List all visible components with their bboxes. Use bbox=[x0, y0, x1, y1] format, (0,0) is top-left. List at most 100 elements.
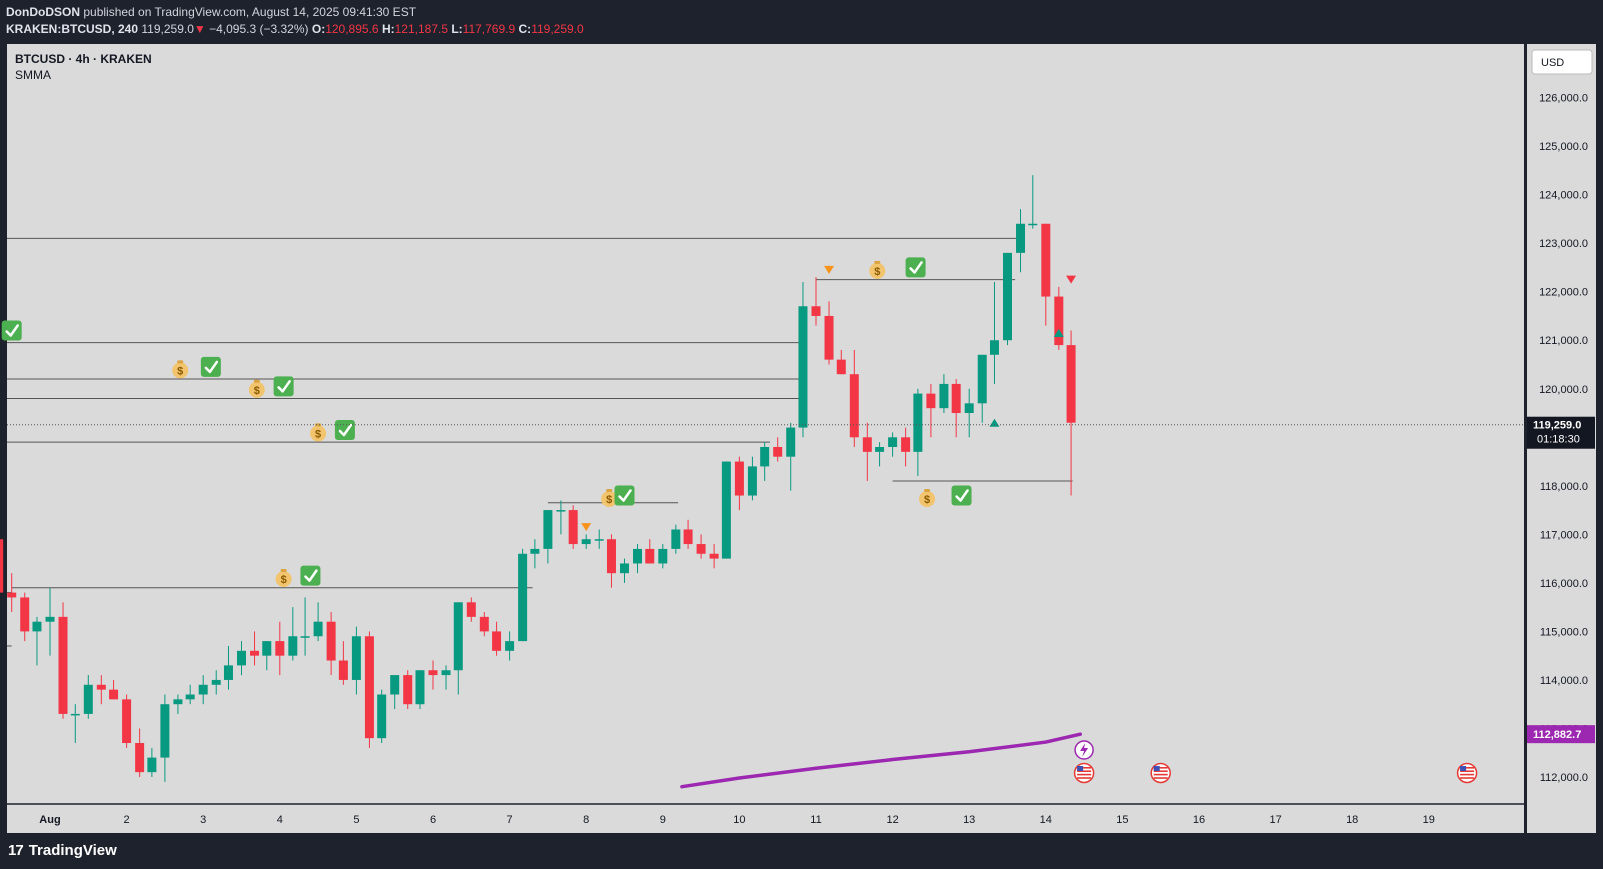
candle bbox=[83, 675, 93, 719]
candle bbox=[926, 383, 936, 438]
candle-body bbox=[556, 510, 566, 512]
candle bbox=[645, 539, 655, 564]
checkmark-box bbox=[200, 356, 221, 377]
candle bbox=[709, 544, 719, 569]
candle-body bbox=[338, 660, 348, 680]
checkmark-icon bbox=[300, 565, 321, 586]
candle-body bbox=[606, 539, 616, 574]
candle-body bbox=[250, 650, 260, 656]
legend-indicator[interactable]: SMMA bbox=[15, 68, 51, 82]
currency-button[interactable]: USD bbox=[1531, 49, 1593, 75]
candle-body bbox=[505, 641, 515, 651]
candle bbox=[147, 747, 157, 777]
candle-body bbox=[798, 306, 808, 428]
candle-body bbox=[237, 650, 246, 666]
candle bbox=[964, 388, 974, 438]
candle bbox=[288, 607, 298, 661]
candle bbox=[734, 456, 744, 511]
candle bbox=[390, 675, 400, 710]
candle bbox=[453, 602, 463, 695]
candle-body bbox=[223, 665, 233, 680]
money-bag-icon: $ bbox=[601, 488, 618, 507]
candle bbox=[594, 529, 604, 549]
time-tick-label: 15 bbox=[1116, 814, 1128, 826]
chart-area[interactable]: $$$$$$$$ 112,000.0113,000.0114,000.0115,… bbox=[0, 44, 1603, 833]
candle-body bbox=[683, 529, 693, 545]
candle bbox=[441, 665, 451, 690]
candle-body bbox=[594, 539, 604, 541]
price-tick-label: 116,000.0 bbox=[1540, 578, 1588, 590]
price-tag-bg bbox=[1527, 416, 1595, 449]
candle-body bbox=[518, 553, 528, 642]
candle bbox=[1041, 223, 1051, 326]
candle bbox=[875, 442, 885, 467]
candle-body bbox=[888, 437, 898, 447]
candle-body bbox=[1016, 223, 1026, 253]
candle bbox=[671, 524, 681, 554]
candle bbox=[901, 427, 911, 467]
candle bbox=[326, 611, 336, 676]
flag-stripe bbox=[1460, 767, 1475, 769]
events bbox=[1073, 740, 1478, 784]
candle bbox=[479, 611, 489, 637]
candle bbox=[1016, 209, 1026, 273]
candle bbox=[633, 544, 643, 574]
candle-body bbox=[211, 679, 221, 685]
candle-body bbox=[390, 675, 400, 695]
time-tick-label: Aug bbox=[39, 814, 60, 826]
currency-label[interactable]: USD bbox=[1541, 57, 1564, 69]
author-name[interactable]: DonDoDSON bbox=[6, 5, 80, 19]
checkmark-box bbox=[300, 565, 321, 586]
time-tick-label: 8 bbox=[583, 814, 589, 826]
candle-body bbox=[288, 636, 298, 656]
legend-title[interactable]: BTCUSD · 4h · KRAKEN bbox=[15, 52, 152, 66]
candle bbox=[811, 277, 821, 326]
candle bbox=[135, 728, 145, 777]
candle bbox=[185, 684, 195, 705]
candle bbox=[518, 548, 528, 642]
candle-body bbox=[734, 461, 744, 496]
candle bbox=[364, 631, 374, 748]
open-value: 120,895.6 bbox=[325, 22, 379, 36]
flag-canton bbox=[1153, 766, 1160, 771]
us-flag-icon bbox=[1456, 762, 1478, 784]
checkmark-tick bbox=[909, 261, 923, 274]
flag-stripe bbox=[1153, 770, 1168, 772]
candle bbox=[122, 694, 132, 748]
candle bbox=[696, 534, 706, 559]
candle bbox=[403, 670, 413, 710]
last-price-tag: 119,259.0 01:18:30 bbox=[1527, 416, 1595, 449]
candle bbox=[211, 670, 221, 695]
candle bbox=[1003, 252, 1012, 346]
candle bbox=[7, 573, 17, 612]
candle bbox=[721, 461, 731, 559]
time-tick-label: 13 bbox=[963, 814, 975, 826]
horizontal-levels bbox=[7, 237, 1073, 647]
candle bbox=[45, 587, 55, 656]
candle-body bbox=[109, 689, 119, 700]
candle bbox=[351, 626, 361, 695]
checkmark-icon bbox=[905, 257, 926, 278]
price-axis-labels: 112,000.0113,000.0114,000.0115,000.0116,… bbox=[1539, 93, 1588, 784]
money-bag-tie bbox=[606, 488, 613, 492]
publish-line: DonDoDSON published on TradingView.com, … bbox=[6, 5, 416, 19]
money-bag-body bbox=[869, 262, 886, 279]
tradingview-logo[interactable]: 17 TradingView bbox=[8, 842, 117, 859]
money-bag-symbol: $ bbox=[924, 494, 930, 506]
checkmark-icon bbox=[334, 420, 355, 441]
flag-stripe bbox=[1460, 770, 1475, 772]
candle bbox=[849, 349, 859, 447]
candle bbox=[20, 592, 30, 642]
time-tick-label: 17 bbox=[1269, 814, 1281, 826]
smma-polyline bbox=[680, 732, 1083, 789]
candle bbox=[1028, 175, 1038, 229]
currency-button-bg[interactable] bbox=[1531, 49, 1593, 75]
money-bag-tie bbox=[253, 379, 260, 383]
candle-body bbox=[913, 393, 923, 452]
lightning-bolt bbox=[1080, 743, 1089, 757]
time-axis-background[interactable] bbox=[7, 804, 1524, 833]
smma-line bbox=[680, 732, 1083, 789]
smma-price-tag: 112,882.7 bbox=[1527, 725, 1595, 744]
money-bag-symbol: $ bbox=[281, 574, 287, 586]
price-tick-label: 120,000.0 bbox=[1539, 384, 1588, 396]
